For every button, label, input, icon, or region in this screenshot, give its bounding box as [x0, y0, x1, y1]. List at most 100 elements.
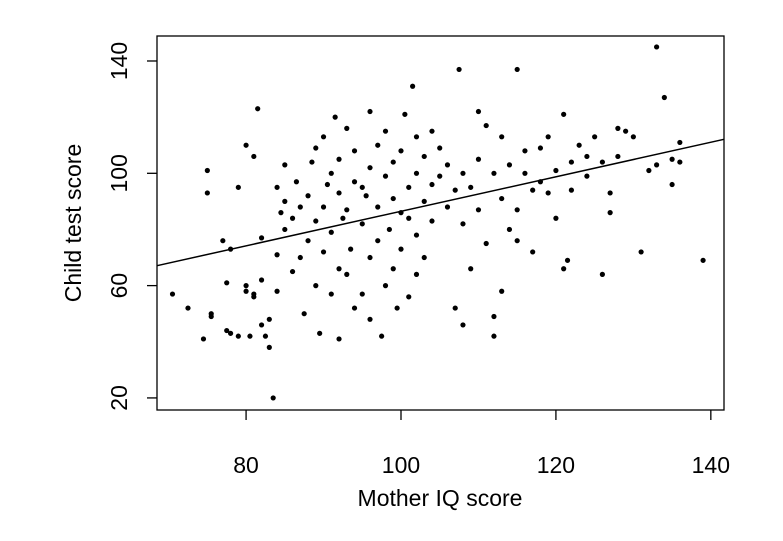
point — [402, 111, 408, 117]
point — [483, 240, 489, 247]
x-tick-label: 120 — [537, 452, 575, 478]
point — [258, 277, 265, 283]
point — [320, 204, 327, 210]
point — [332, 114, 338, 120]
point — [301, 311, 307, 317]
point — [592, 134, 598, 140]
point — [274, 252, 280, 258]
point — [475, 108, 482, 115]
point — [243, 288, 249, 294]
point — [270, 395, 276, 401]
point — [607, 190, 613, 196]
point — [406, 184, 412, 190]
point — [317, 330, 323, 336]
point — [398, 148, 404, 154]
point — [390, 266, 396, 272]
fit-line — [156, 138, 725, 267]
point — [224, 327, 230, 334]
point — [266, 316, 272, 322]
point — [468, 184, 474, 190]
point — [247, 333, 253, 339]
point — [584, 153, 590, 160]
point — [677, 159, 683, 165]
point — [491, 170, 497, 176]
point — [220, 238, 226, 244]
x-tick-label: 80 — [233, 452, 259, 478]
point — [499, 134, 505, 140]
point — [491, 313, 497, 320]
point — [406, 294, 412, 300]
point — [390, 195, 396, 202]
x-tick-label: 100 — [382, 452, 420, 478]
point — [483, 122, 489, 129]
point — [514, 207, 520, 213]
point — [305, 238, 311, 244]
point — [553, 167, 559, 174]
point — [506, 162, 513, 168]
point — [367, 165, 373, 171]
point — [615, 153, 621, 160]
y-tick-label: 20 — [106, 385, 132, 411]
point — [661, 94, 667, 101]
point — [375, 238, 381, 244]
point — [677, 139, 683, 146]
point — [599, 271, 605, 277]
point — [564, 257, 571, 263]
point — [584, 173, 590, 179]
point — [630, 134, 636, 140]
point — [243, 283, 249, 289]
point — [506, 226, 513, 233]
point — [429, 128, 435, 134]
point — [344, 271, 350, 277]
point — [251, 294, 257, 300]
point — [530, 249, 536, 255]
point — [382, 283, 389, 289]
point — [340, 215, 346, 221]
point — [204, 167, 210, 174]
point — [429, 181, 435, 188]
point — [235, 184, 241, 190]
point — [386, 226, 392, 233]
point — [375, 142, 381, 148]
point — [398, 246, 404, 252]
point — [421, 198, 427, 204]
point — [382, 128, 389, 134]
point — [324, 181, 331, 188]
point — [669, 181, 675, 188]
point — [654, 44, 660, 50]
point — [328, 170, 334, 176]
point — [413, 271, 420, 277]
point — [561, 111, 567, 117]
point — [522, 148, 528, 154]
point — [545, 190, 551, 196]
point — [537, 145, 544, 151]
point — [406, 215, 412, 221]
point — [530, 187, 536, 193]
point — [379, 333, 385, 339]
y-tick-label: 60 — [106, 273, 132, 299]
point — [274, 184, 280, 190]
point — [367, 254, 373, 261]
point — [475, 207, 482, 213]
point — [514, 238, 520, 244]
point — [615, 125, 621, 131]
point — [638, 249, 644, 255]
point — [328, 229, 334, 235]
point — [669, 156, 675, 162]
x-tick-label: 140 — [692, 452, 730, 478]
y-tick-label: 100 — [106, 154, 132, 192]
point — [336, 266, 342, 272]
point — [351, 148, 358, 154]
point — [208, 313, 214, 320]
y-tick-label: 140 — [106, 42, 132, 80]
point — [394, 305, 400, 311]
point — [460, 170, 466, 176]
point — [452, 305, 458, 311]
point — [568, 187, 575, 193]
point — [297, 254, 303, 261]
point — [359, 221, 365, 227]
point — [351, 179, 358, 185]
point — [305, 193, 311, 199]
point — [328, 291, 334, 297]
